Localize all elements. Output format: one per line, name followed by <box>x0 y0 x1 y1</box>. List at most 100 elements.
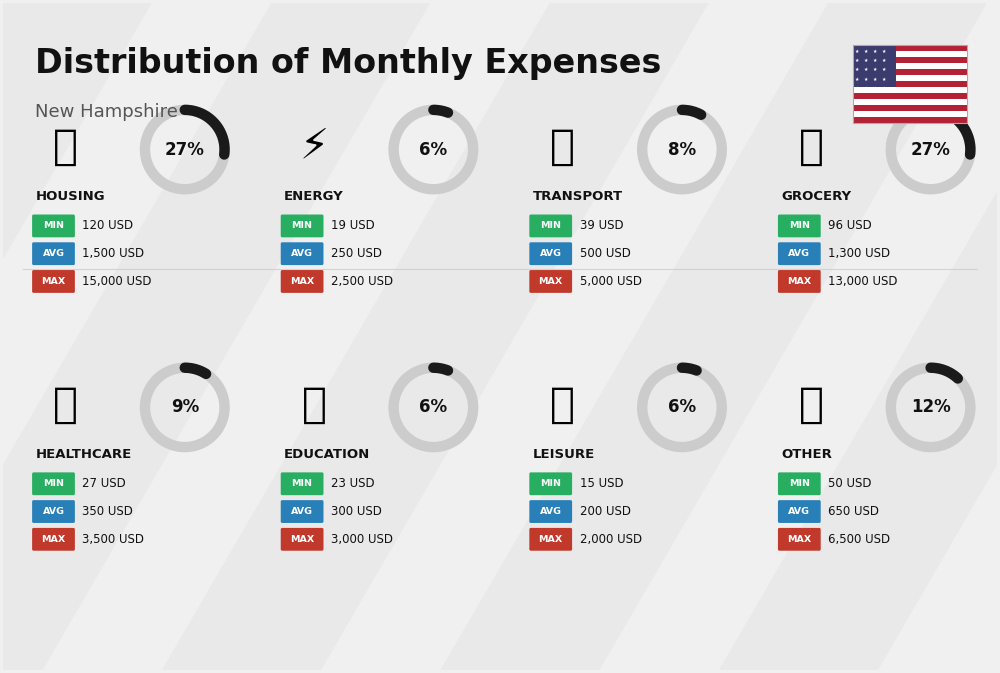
FancyBboxPatch shape <box>853 69 967 75</box>
Text: OTHER: OTHER <box>781 448 832 460</box>
Text: 6%: 6% <box>419 398 447 417</box>
Polygon shape <box>0 3 152 670</box>
FancyBboxPatch shape <box>32 500 75 523</box>
FancyBboxPatch shape <box>281 215 323 238</box>
Text: 1,500 USD: 1,500 USD <box>82 247 144 260</box>
Text: LEISURE: LEISURE <box>533 448 595 460</box>
FancyBboxPatch shape <box>853 117 967 122</box>
Text: ★: ★ <box>855 67 859 72</box>
Text: ★: ★ <box>882 49 886 54</box>
FancyBboxPatch shape <box>281 242 323 265</box>
Text: ★: ★ <box>864 58 868 63</box>
Text: 1,300 USD: 1,300 USD <box>828 247 890 260</box>
Polygon shape <box>440 3 987 670</box>
FancyBboxPatch shape <box>853 75 967 81</box>
Text: HOUSING: HOUSING <box>36 190 105 203</box>
FancyBboxPatch shape <box>853 99 967 105</box>
Text: 🎓: 🎓 <box>302 384 327 425</box>
Text: AVG: AVG <box>291 507 313 516</box>
Text: MIN: MIN <box>292 479 313 489</box>
FancyBboxPatch shape <box>32 270 75 293</box>
FancyBboxPatch shape <box>281 472 323 495</box>
Text: 250 USD: 250 USD <box>331 247 382 260</box>
Text: MIN: MIN <box>540 479 561 489</box>
Text: HEALTHCARE: HEALTHCARE <box>36 448 132 460</box>
Text: 120 USD: 120 USD <box>82 219 133 232</box>
FancyBboxPatch shape <box>853 93 967 99</box>
FancyBboxPatch shape <box>853 111 967 117</box>
Text: EDUCATION: EDUCATION <box>284 448 370 460</box>
Text: 2,500 USD: 2,500 USD <box>331 275 393 288</box>
Text: 3,000 USD: 3,000 USD <box>331 533 393 546</box>
Text: MAX: MAX <box>41 277 66 286</box>
FancyBboxPatch shape <box>853 87 967 93</box>
Text: 💰: 💰 <box>799 384 824 425</box>
Text: ★: ★ <box>882 67 886 72</box>
FancyBboxPatch shape <box>778 215 821 238</box>
Text: 13,000 USD: 13,000 USD <box>828 275 898 288</box>
FancyBboxPatch shape <box>853 105 967 111</box>
Text: ★: ★ <box>855 77 859 81</box>
Text: 19 USD: 19 USD <box>331 219 375 232</box>
Text: ★: ★ <box>864 67 868 72</box>
FancyBboxPatch shape <box>853 63 967 69</box>
FancyBboxPatch shape <box>778 242 821 265</box>
Text: MAX: MAX <box>539 535 563 544</box>
FancyBboxPatch shape <box>529 215 572 238</box>
FancyBboxPatch shape <box>853 81 967 87</box>
FancyBboxPatch shape <box>529 500 572 523</box>
Text: 6,500 USD: 6,500 USD <box>828 533 890 546</box>
Text: MIN: MIN <box>789 221 810 230</box>
Text: 300 USD: 300 USD <box>331 505 382 518</box>
Polygon shape <box>162 3 709 670</box>
Text: MAX: MAX <box>290 535 314 544</box>
Text: 🚌: 🚌 <box>550 126 575 168</box>
Text: ★: ★ <box>864 85 868 91</box>
Text: MIN: MIN <box>789 479 810 489</box>
FancyBboxPatch shape <box>853 45 896 87</box>
Text: ★: ★ <box>873 58 877 63</box>
Text: 350 USD: 350 USD <box>82 505 133 518</box>
Text: 3,500 USD: 3,500 USD <box>82 533 144 546</box>
Text: 27 USD: 27 USD <box>82 477 126 490</box>
Text: ★: ★ <box>873 49 877 54</box>
Text: AVG: AVG <box>42 507 64 516</box>
Text: 650 USD: 650 USD <box>828 505 879 518</box>
Text: ★: ★ <box>882 77 886 81</box>
Text: ★: ★ <box>864 77 868 81</box>
Text: 23 USD: 23 USD <box>331 477 375 490</box>
FancyBboxPatch shape <box>32 528 75 551</box>
Text: 💓: 💓 <box>53 384 78 425</box>
Text: 🛍: 🛍 <box>550 384 575 425</box>
Text: 39 USD: 39 USD <box>580 219 623 232</box>
FancyBboxPatch shape <box>778 472 821 495</box>
Text: MAX: MAX <box>787 277 811 286</box>
Text: 5,000 USD: 5,000 USD <box>580 275 642 288</box>
FancyBboxPatch shape <box>778 270 821 293</box>
FancyBboxPatch shape <box>853 45 967 51</box>
Text: 12%: 12% <box>911 398 950 417</box>
Text: MIN: MIN <box>43 479 64 489</box>
Text: ★: ★ <box>855 85 859 91</box>
Text: ★: ★ <box>855 49 859 54</box>
Text: AVG: AVG <box>788 507 810 516</box>
Text: 15 USD: 15 USD <box>580 477 623 490</box>
FancyBboxPatch shape <box>529 472 572 495</box>
Text: GROCERY: GROCERY <box>781 190 852 203</box>
FancyBboxPatch shape <box>32 215 75 238</box>
Polygon shape <box>719 3 1000 670</box>
FancyBboxPatch shape <box>281 500 323 523</box>
Text: 200 USD: 200 USD <box>580 505 631 518</box>
Text: MAX: MAX <box>41 535 66 544</box>
Text: 6%: 6% <box>419 141 447 159</box>
Text: MAX: MAX <box>787 535 811 544</box>
Text: 2,000 USD: 2,000 USD <box>580 533 642 546</box>
FancyBboxPatch shape <box>853 51 967 57</box>
Text: ★: ★ <box>882 58 886 63</box>
Polygon shape <box>0 3 430 670</box>
FancyBboxPatch shape <box>32 242 75 265</box>
Text: AVG: AVG <box>540 507 562 516</box>
Text: MAX: MAX <box>290 277 314 286</box>
Polygon shape <box>997 3 1000 670</box>
Text: MAX: MAX <box>539 277 563 286</box>
